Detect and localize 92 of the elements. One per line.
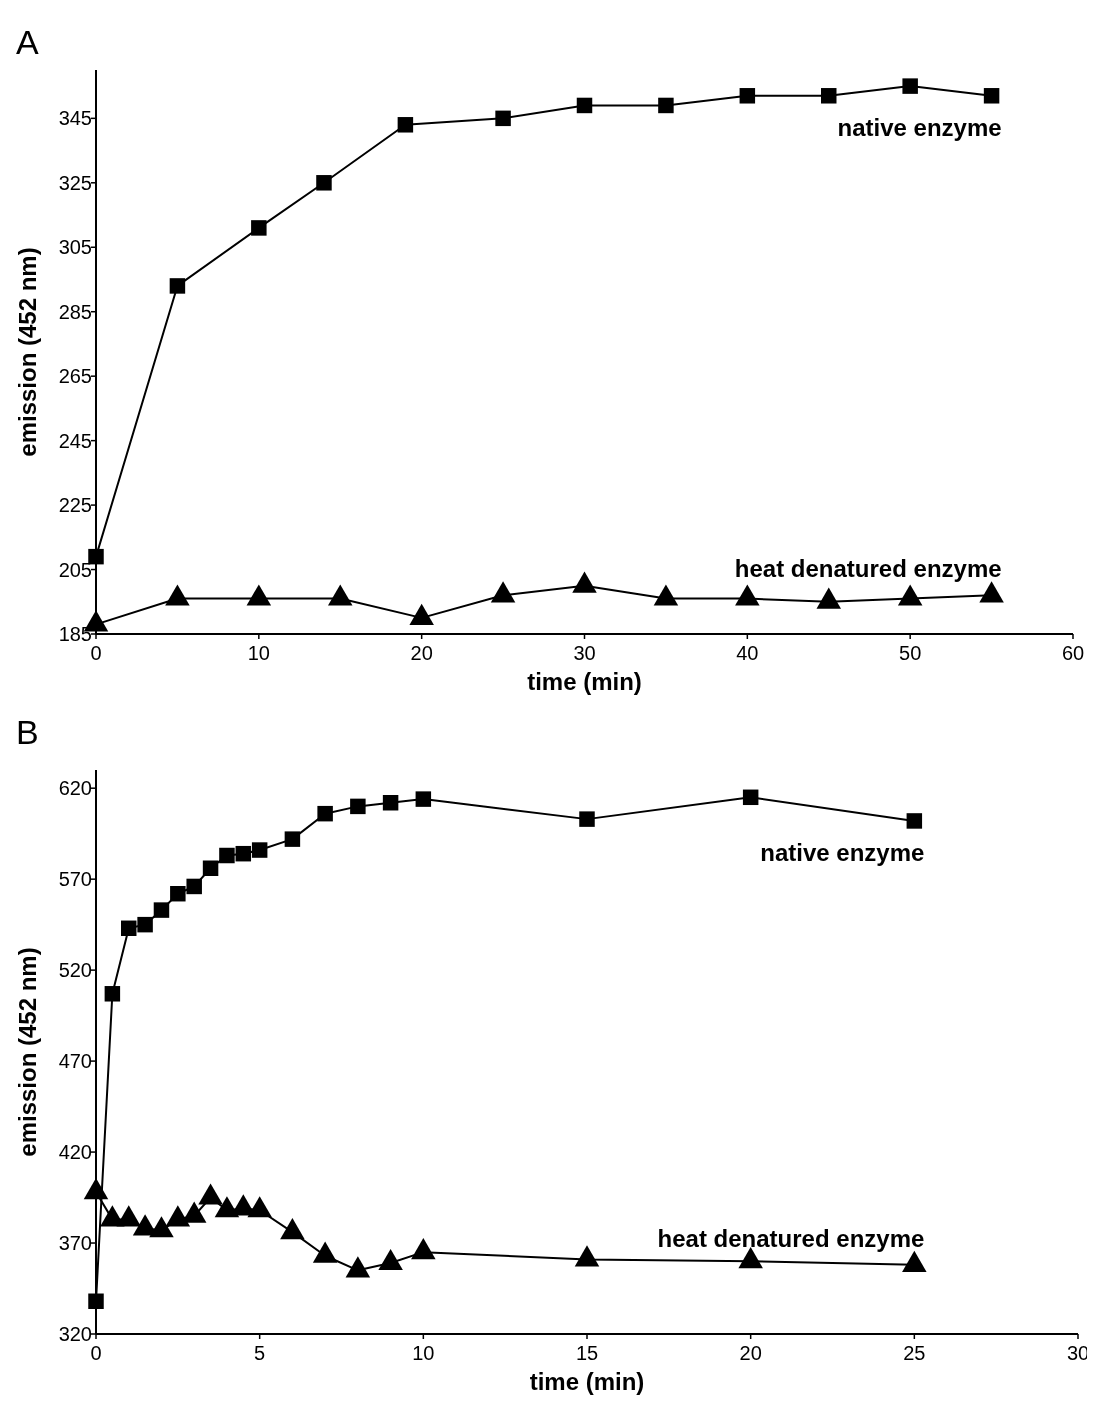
point [742,789,759,806]
point [328,584,353,606]
point [576,97,593,114]
point [821,88,837,104]
x-tick-label: 50 [899,642,922,664]
point [983,88,1000,104]
point [284,831,301,847]
y-tick-label: 265 [58,365,92,388]
x-tick-label: 20 [410,642,433,664]
point [738,1247,763,1269]
point [219,847,235,864]
point [104,986,121,1002]
y-tick-label: 570 [58,868,92,891]
y-tick-label: 320 [58,1323,92,1345]
point [170,885,186,902]
point [165,584,190,606]
point [149,1216,174,1238]
y-tick-label: 205 [58,558,92,581]
x-tick-label: 0 [90,642,102,664]
point [169,278,186,294]
point [202,860,219,876]
y-tick-label: 470 [58,1050,92,1073]
point [579,811,595,827]
point [235,845,252,862]
x-tick-label: 10 [247,642,270,664]
chart-title: A [16,23,39,61]
point [251,220,267,236]
point [83,1177,109,1200]
chart-title: B [16,713,39,751]
point [316,175,332,191]
y-axis-title: emission (452 nm) [14,947,41,1157]
x-tick-label: 15 [575,1342,599,1364]
point [415,791,432,807]
point [897,584,923,606]
point [572,571,597,593]
point [409,603,434,625]
x-tick-label: 20 [739,1342,762,1364]
x-tick-label: 30 [573,642,596,664]
y-tick-label: 325 [58,171,92,194]
y-tick-label: 305 [58,236,92,259]
series-label: heat denatured enzyme [734,555,1002,583]
x-tick-label: 0 [90,1342,102,1364]
point [979,581,1004,603]
point [378,1248,403,1271]
point [739,88,756,104]
point [116,1205,141,1227]
point [902,78,918,94]
point [120,920,137,937]
point [198,1183,223,1205]
x-tick-label: 60 [1061,642,1085,664]
point [382,795,399,811]
y-tick-label: 420 [58,1141,92,1164]
point [251,842,268,858]
point [317,805,333,822]
y-tick-label: 620 [58,777,92,800]
x-tick-label: 25 [903,1342,926,1364]
y-axis-title: emission (452 nm) [14,247,41,457]
x-axis-title: time (min) [527,668,642,695]
point [495,110,511,127]
y-tick-label: 225 [58,494,92,517]
point [906,813,923,829]
point [816,587,841,609]
point [735,584,760,606]
series-label: heat denatured enzyme [657,1224,925,1252]
point [658,97,674,114]
point [247,1196,272,1218]
point [246,584,272,606]
point [153,902,170,918]
point [312,1241,338,1263]
point [653,584,679,606]
point [411,1237,436,1260]
point [345,1256,371,1278]
y-tick-label: 345 [58,107,92,130]
x-tick-label: 40 [736,642,759,664]
point [280,1217,305,1240]
x-tick-label: 5 [254,1342,266,1364]
x-tick-label: 10 [412,1342,435,1364]
point [574,1245,600,1267]
point [397,117,414,133]
y-tick-label: 185 [58,623,92,645]
point [350,798,366,815]
y-tick-label: 245 [58,429,92,452]
point [490,581,516,603]
series-label: native enzyme [760,838,925,866]
y-tick-label: 520 [58,959,92,982]
x-axis-title: time (min) [529,1368,645,1395]
point [902,1250,927,1272]
point [186,878,202,895]
y-tick-label: 370 [58,1232,92,1255]
series-label: native enzyme [837,113,1002,141]
y-tick-label: 285 [58,300,92,323]
point [137,916,153,933]
